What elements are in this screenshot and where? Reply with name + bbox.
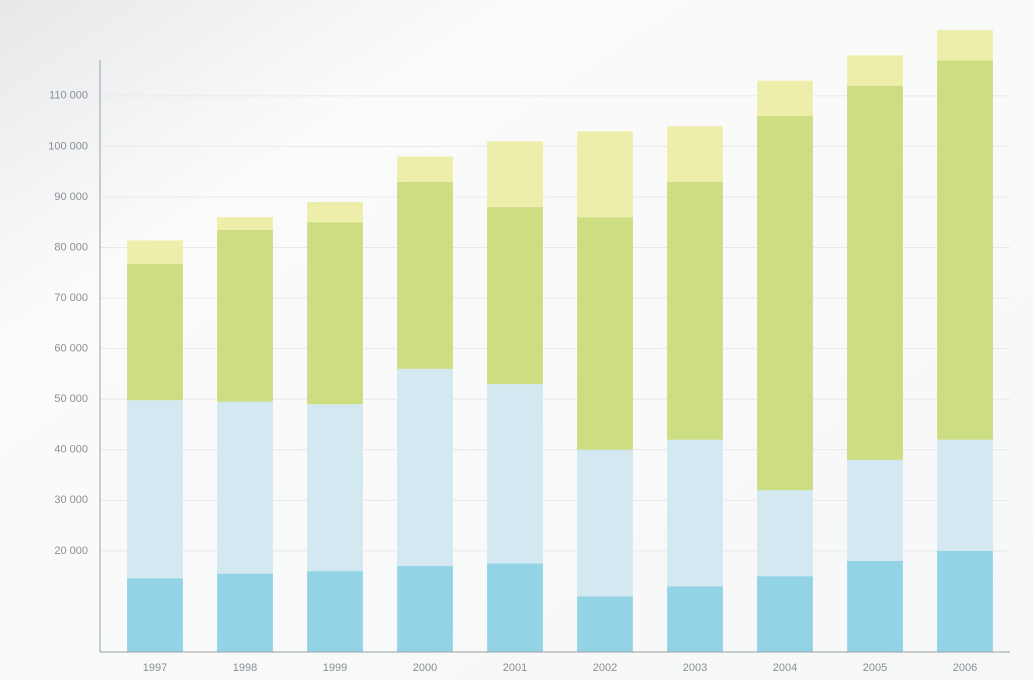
bar-segment bbox=[307, 404, 363, 572]
bar-segment bbox=[307, 222, 363, 405]
bar-segment bbox=[757, 80, 813, 117]
x-tick-label: 2002 bbox=[593, 662, 617, 674]
bar-segment bbox=[847, 560, 903, 652]
bar-segment bbox=[307, 202, 363, 223]
bar-segment bbox=[937, 439, 993, 551]
x-tick-label: 2003 bbox=[683, 662, 707, 674]
x-tick-label: 2004 bbox=[773, 662, 797, 674]
bar-segment bbox=[667, 586, 723, 652]
bar-segment bbox=[667, 439, 723, 587]
y-tick-label: 70 000 bbox=[54, 292, 88, 304]
x-tick-label: 2006 bbox=[953, 662, 977, 674]
bar-segment bbox=[487, 384, 543, 564]
bar-segment bbox=[217, 573, 273, 652]
bar-segment bbox=[217, 401, 273, 574]
bar-segment bbox=[127, 263, 183, 401]
bar-segment bbox=[397, 566, 453, 652]
bar-segment bbox=[127, 240, 183, 264]
bar-segment bbox=[307, 571, 363, 652]
bar-segment bbox=[577, 596, 633, 652]
x-tick-label: 2001 bbox=[503, 662, 527, 674]
bar-segment bbox=[847, 55, 903, 86]
bar-segment bbox=[757, 116, 813, 491]
y-tick-label: 110 000 bbox=[49, 90, 88, 102]
y-tick-label: 80 000 bbox=[54, 241, 88, 253]
bar-segment bbox=[217, 217, 273, 230]
bar-segment bbox=[577, 449, 633, 597]
bar-segment bbox=[757, 490, 813, 577]
x-tick-label: 1997 bbox=[143, 662, 167, 674]
y-tick-label: 40 000 bbox=[54, 444, 88, 456]
bar-segment bbox=[487, 207, 543, 385]
bar-segment bbox=[937, 550, 993, 652]
x-tick-label: 1999 bbox=[323, 662, 347, 674]
bar-segment bbox=[397, 368, 453, 567]
y-tick-label: 90 000 bbox=[54, 191, 88, 203]
y-tick-label: 30 000 bbox=[54, 494, 88, 506]
bar-segment bbox=[847, 85, 903, 460]
y-tick-label: 100 000 bbox=[48, 140, 88, 152]
bar-segment bbox=[397, 181, 453, 369]
x-tick-label: 2000 bbox=[413, 662, 437, 674]
bar-segment bbox=[667, 126, 723, 182]
bar-segment bbox=[667, 181, 723, 440]
x-tick-label: 2005 bbox=[863, 662, 887, 674]
bar-segment bbox=[577, 217, 633, 450]
bar-segment bbox=[757, 576, 813, 652]
bar-segment bbox=[937, 60, 993, 440]
bar-segment bbox=[487, 141, 543, 208]
bar-segment bbox=[217, 229, 273, 402]
bar-segment bbox=[127, 400, 183, 579]
bar-segment bbox=[577, 131, 633, 218]
y-tick-label: 20 000 bbox=[54, 545, 88, 557]
y-tick-label: 50 000 bbox=[54, 393, 88, 405]
x-tick-label: 1998 bbox=[233, 662, 257, 674]
bar-segment bbox=[397, 156, 453, 182]
bar-segment bbox=[127, 578, 183, 652]
y-tick-label: 60 000 bbox=[54, 343, 88, 355]
bar-segment bbox=[487, 563, 543, 652]
bar-segment bbox=[847, 459, 903, 561]
plot-area: 20 000 30 000 40 000 50 000 60 000 70 000 80 0… bbox=[48, 30, 1010, 674]
bar-segment bbox=[937, 30, 993, 61]
